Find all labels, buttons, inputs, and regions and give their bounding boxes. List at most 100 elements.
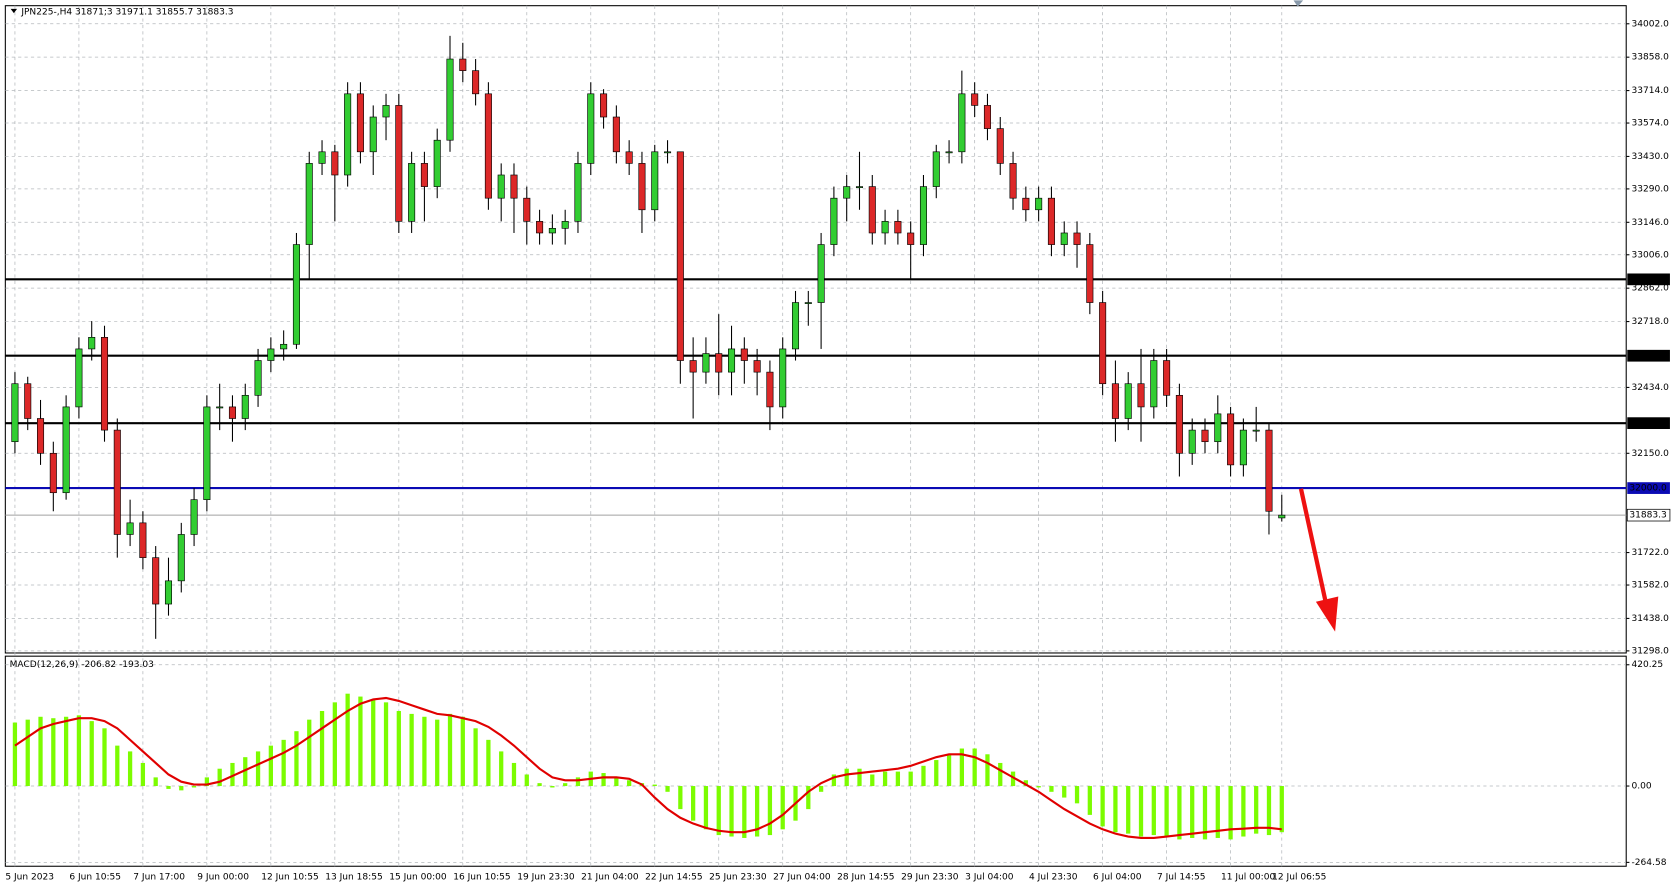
candle-body [932,151,940,187]
candle-body [1150,360,1158,408]
candle-body [1111,383,1119,419]
macd-panel-frame [4,655,1627,867]
macd-bar [204,777,210,787]
candle-body [408,163,416,222]
macd-bar [383,702,389,787]
y-tick-label: 33714.0 [1632,86,1670,96]
candle-body [523,197,531,222]
macd-bar [537,783,542,787]
macd-bar [486,739,491,787]
x-tick-label: 11 Jul 00:00 [1221,872,1275,882]
macd-bar [12,722,18,787]
macd-bar [1241,786,1246,837]
y-tick-label: 420.25 [1632,660,1664,670]
macd-bar [601,773,606,787]
y-tick-label: 31438.0 [1632,614,1670,624]
level-label: 32570.7 [1629,351,1666,361]
candle-body [420,163,428,187]
candle-body [216,406,224,409]
candle-body [1086,244,1094,303]
candle-body [24,383,32,419]
macd-bar [499,751,504,787]
grid [5,5,1630,867]
macd-bar [703,786,709,830]
macd-bar [563,783,568,787]
candle-body [318,151,326,164]
candle-body [356,93,364,153]
y-tick-label: 32862.0 [1632,284,1670,294]
menu-triangle [10,8,18,14]
candle-body [280,343,288,350]
arrow-head [1315,596,1339,632]
candle-body [100,337,109,431]
price-panel-frame [4,5,1627,654]
x-tick-label: 5 Jun 2023 [5,872,54,882]
candle-body [881,221,889,234]
candle-body [868,186,876,234]
macd-bar [908,771,913,787]
macd-bar [1023,780,1028,787]
level-label-box [1627,349,1670,362]
x-tick-label: 6 Jun 10:55 [69,872,121,882]
shift-marker [1293,0,1304,7]
macd-bar [25,719,30,787]
candle-body [88,337,96,350]
macd-bar [447,713,453,787]
macd-bar [409,713,414,787]
macd-bar [921,765,926,787]
candle-body [638,163,646,211]
candle-body [152,557,160,605]
macd-bar [1138,786,1144,837]
candle-body [983,105,991,129]
macd-bar [358,696,363,787]
candle-body [728,348,736,373]
candle-body [702,353,710,373]
macd-bar [115,745,120,787]
y-tick-label: 31582.0 [1632,581,1670,591]
macd-bar [1164,786,1169,837]
candle-body [510,174,518,199]
macd-bar [153,777,158,787]
candle-body [446,58,454,141]
candle-body [1047,197,1055,245]
macd-bar [1266,786,1272,836]
y-tick-label: 33858.0 [1632,53,1670,63]
candle-body [779,348,787,408]
level-label-box [1627,482,1670,494]
y-tick-label: 0.00 [1632,782,1652,792]
candle-body [267,348,275,361]
x-tick-label: 21 Jun 04:00 [581,872,639,882]
candle-body [484,93,492,199]
x-tick-label: 4 Jul 23:30 [1029,872,1078,882]
candle-body [664,151,672,154]
macd-bar [1228,786,1233,840]
marks [5,35,1627,840]
x-tick-label: 12 Jun 10:55 [261,872,318,882]
level-label: 32280.0 [1629,419,1667,429]
macd-bar [831,774,837,787]
candle-body [1278,514,1286,519]
x-tick-label: 6 Jul 04:00 [1093,872,1142,882]
macd-bar [575,777,581,787]
macd-bar [780,786,785,830]
macd-bar [998,762,1003,787]
macd-bar [76,715,82,787]
y-tick-label: 32434.0 [1632,383,1670,393]
macd-bar [818,786,824,792]
candle-body [1188,429,1196,454]
candle-body [113,429,121,535]
macd-bar [473,728,478,787]
candle-body [971,93,979,106]
macd-bar [191,786,197,788]
macd-bar [422,716,427,787]
x-tick-label: 9 Jun 00:00 [197,872,249,882]
x-tick-label: 7 Jun 17:00 [133,872,185,882]
candle-body [894,221,902,234]
macd-bar [268,745,273,787]
x-tick-label: 3 Jul 04:00 [965,872,1014,882]
candle-body [459,58,467,71]
x-tick-label: 15 Jun 00:00 [389,872,447,882]
x-tick-label: 13 Jun 18:55 [325,872,382,882]
